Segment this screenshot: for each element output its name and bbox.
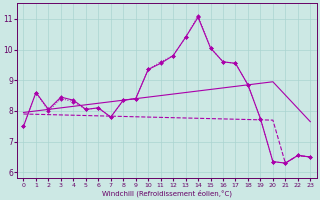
X-axis label: Windchill (Refroidissement éolien,°C): Windchill (Refroidissement éolien,°C)	[102, 189, 232, 197]
